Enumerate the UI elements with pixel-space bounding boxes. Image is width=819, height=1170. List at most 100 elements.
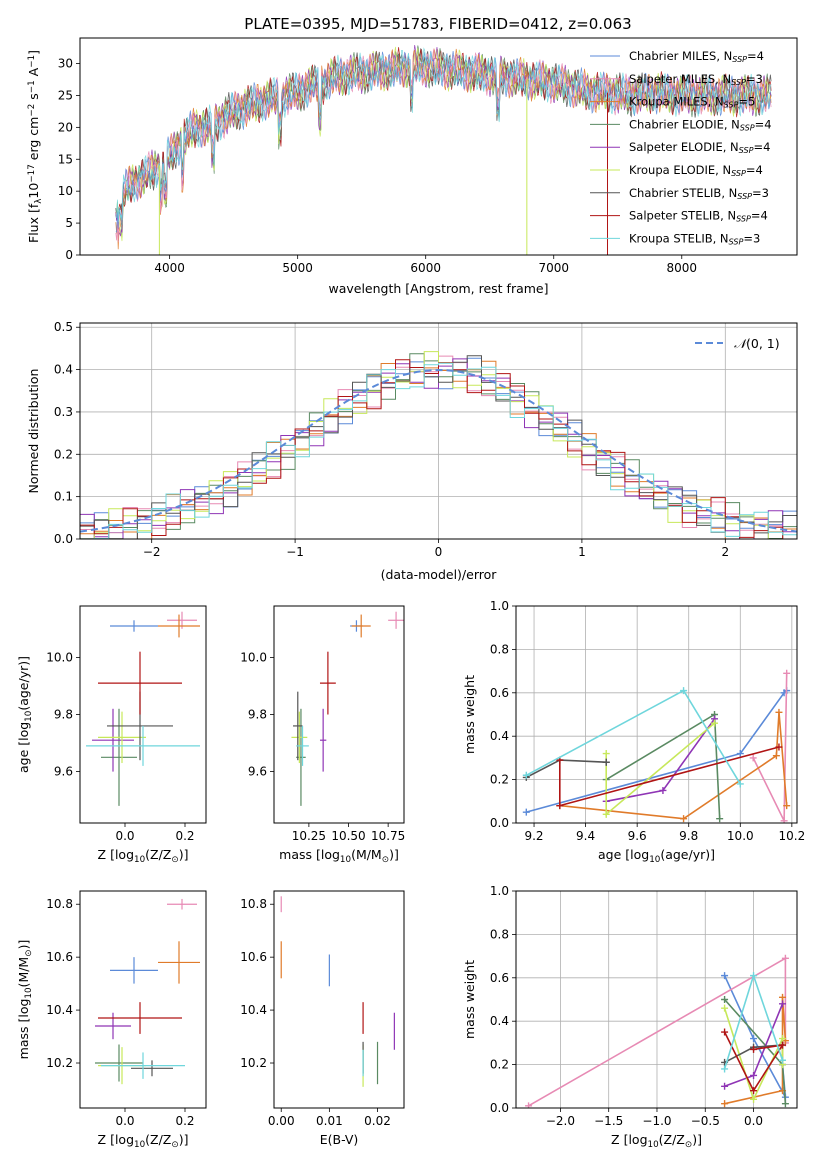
figure-title: PLATE=0395, MJD=51783, FIBERID=0412, z=0… (244, 15, 631, 33)
weight-line-chabrier-miles (526, 689, 788, 813)
x-tick-label: −1.5 (594, 1114, 623, 1128)
y-tick-label: 0.3 (54, 405, 73, 419)
y-tick-label: 0.2 (54, 447, 73, 461)
panel-age_vs_mass: 10.25 10.50 10.75 9.6 9.8 10.0 mass [log10(M/M… (240, 605, 405, 865)
legend-subscript: SSP (739, 147, 754, 156)
weight-line-salpeter-stelib (723, 1031, 785, 1093)
legend-text: =4 (751, 209, 768, 223)
histogram-salpeter-stelib (80, 359, 797, 539)
x-axis-label-part: (Z/Z (659, 1132, 685, 1147)
y-tick-label: 25 (58, 88, 73, 102)
plot-area (115, 44, 772, 255)
weight-marker-salpeter-stelib (775, 743, 783, 751)
axes-frame (79, 322, 798, 540)
y-axis-label: age [log10(age/yr)] (16, 656, 34, 773)
x-tick-label: 0 (435, 545, 443, 559)
weight-marker-salpeter-miles (749, 754, 757, 762)
legend: 𝒩(0, 1) (695, 336, 780, 351)
x-axis-label-part: )] (692, 1132, 702, 1147)
weight-marker-chabrier-stelib (602, 758, 610, 766)
weight-marker-kroupa-stelib (736, 780, 744, 788)
errorbar-salpeter-elodie (92, 708, 134, 772)
legend-entry-salpeter-stelib: Salpeter STELIB, NSSP=4 (629, 209, 768, 224)
y-tick-label: 15 (58, 152, 73, 166)
y-tick-label: 1.0 (490, 599, 509, 613)
weight-marker-chabrier-miles (522, 808, 530, 816)
y-tick-label: 0.6 (490, 971, 509, 985)
weight-marker-kroupa-miles (772, 752, 780, 760)
x-tick-label: 0.0 (115, 1114, 134, 1128)
y-axis-label: mass [log10(M/M⊙)] (16, 940, 34, 1060)
x-tick-label: 0.2 (175, 829, 194, 843)
y-tick-label: 20 (58, 120, 73, 134)
errorbar-salpeter-stelib (98, 1002, 182, 1034)
y-axis-label-part: ] (26, 50, 41, 55)
x-axis-label-part: )] (179, 1132, 189, 1147)
x-tick-label: 5000 (282, 261, 313, 275)
spectrum-line-chabrier-miles (115, 50, 772, 233)
weight-marker-chabrier-miles (750, 1035, 758, 1043)
spectrum-line-kroupa-stelib (115, 47, 772, 222)
errorbar-chabrier-stelib (293, 691, 303, 761)
weight-marker-kroupa-stelib (721, 1065, 729, 1073)
legend-entry-chabrier-miles: Chabrier MILES, NSSP=4 (629, 49, 764, 64)
weight-marker-salpeter-elodie (779, 1000, 787, 1008)
x-axis-label-part: Z [log (98, 847, 134, 862)
x-tick-label: 10.0 (727, 829, 754, 843)
x-tick-label: 2 (721, 545, 729, 559)
legend-text: =4 (747, 49, 764, 63)
weight-marker-salpeter-stelib (750, 1087, 758, 1095)
y-tick-label: 0.8 (490, 642, 509, 656)
legend-text: =3 (746, 72, 763, 86)
legend-text: =3 (752, 186, 769, 200)
weight-marker-kroupa-elodie (711, 719, 719, 727)
y-tick-label: 9.6 (248, 765, 267, 779)
weight-marker-kroupa-elodie (779, 1035, 787, 1043)
legend-subscript: SSP (724, 101, 739, 110)
weight-marker-salpeter-stelib (750, 1045, 758, 1053)
y-tick-label: 0.4 (490, 729, 509, 743)
weight-marker-kroupa-elodie (602, 750, 610, 758)
x-axis-label-part: 10 (649, 855, 660, 865)
errorbar-kroupa-stelib (86, 725, 200, 766)
weight-marker-kroupa-elodie (602, 810, 610, 818)
x-tick-label: −2.0 (546, 1114, 575, 1128)
weight-marker-salpeter-miles (780, 817, 788, 823)
legend-entry-chabrier-elodie: Chabrier ELODIE, NSSP=4 (629, 117, 772, 132)
errorbar-chabrier-elodie (95, 1044, 143, 1082)
plot-area (291, 611, 404, 806)
y-axis-label-part: ⊙ (24, 949, 34, 956)
y-tick-label: 10.8 (240, 897, 267, 911)
y-axis-label-part: f (26, 203, 41, 208)
plot-area (280, 896, 395, 1087)
errorbar-chabrier-miles (110, 957, 158, 984)
weight-marker-salpeter-stelib (721, 1028, 729, 1036)
errorbar-salpeter-miles (388, 611, 404, 629)
x-tick-label: −0.5 (691, 1114, 720, 1128)
x-tick-label: −1.0 (642, 1114, 671, 1128)
x-axis-label: (data-model)/error (381, 567, 498, 582)
panel-mass_weight_vs_Z: −2.0 −1.5 −1.0 −0.5 0.0 0.0 0.2 0.4 0.6 0.8 1.0 Z [… (462, 884, 798, 1150)
weight-marker-salpeter-elodie (659, 786, 667, 794)
y-axis-label-part: (M/M (16, 957, 31, 988)
y-axis-label-part: s (26, 93, 41, 104)
x-axis-label-part: ⊙ (171, 855, 178, 865)
x-tick-label: −2 (143, 545, 161, 559)
x-axis-label-part: age [log (598, 847, 649, 862)
legend-text: Chabrier MILES, N (629, 49, 732, 63)
x-axis-label-part: Z [log (98, 1132, 134, 1147)
legend-entry-kroupa-elodie: Kroupa ELODIE, NSSP=4 (629, 163, 763, 178)
x-axis-label: Z [log10(Z/Z⊙)] (98, 1132, 189, 1150)
x-axis-label-part: mass [log (279, 847, 340, 862)
legend-text: Kroupa MILES, N (629, 95, 724, 109)
x-tick-label: −1 (286, 545, 304, 559)
panel-mass_vs_ebv: 0.00 0.01 0.02 10.2 10.4 10.6 10.8 E(B-V) (240, 890, 405, 1147)
y-axis-label-part: Flux [ (26, 208, 41, 243)
y-tick-label: 10.0 (240, 650, 267, 664)
x-tick-label: 9.2 (524, 829, 543, 843)
legend-entry-kroupa-stelib: Kroupa STELIB, NSSP=3 (629, 231, 760, 246)
y-axis-label-part: −2 (27, 104, 37, 117)
weight-marker-chabrier-elodie (781, 1100, 789, 1108)
x-axis-label: Z [log10(Z/Z⊙)] (611, 1132, 702, 1150)
y-tick-label: 0.8 (490, 927, 509, 941)
